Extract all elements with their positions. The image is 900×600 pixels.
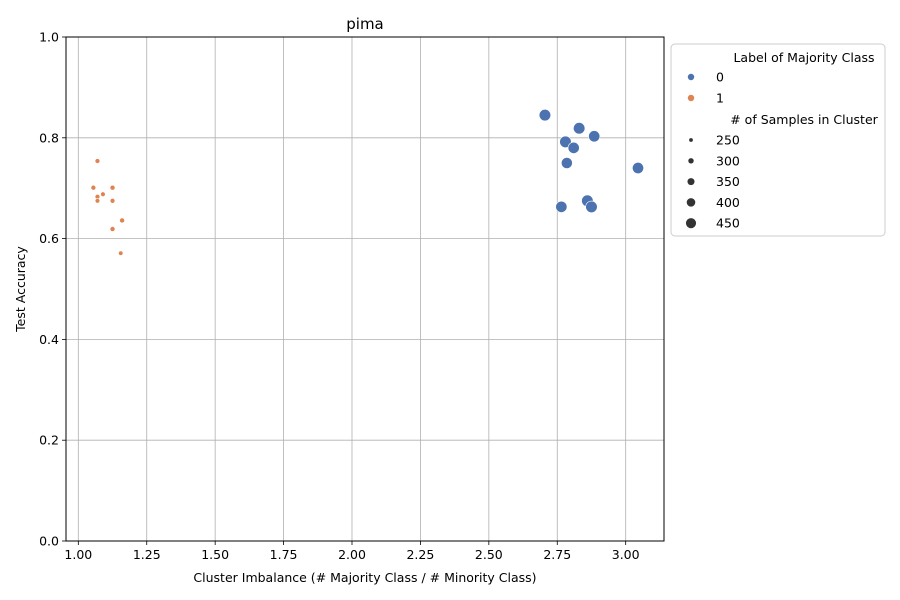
y-tick-label: 0.4 <box>39 332 59 347</box>
legend-hue-marker <box>687 73 695 81</box>
plot-area <box>66 37 664 541</box>
data-point-series-1 <box>90 184 97 191</box>
y-tick-label: 0.8 <box>39 130 59 145</box>
data-point-series-1 <box>109 226 116 232</box>
legend-hue-title: Label of Majority Class <box>733 50 874 65</box>
y-tick-label: 1.0 <box>39 30 59 45</box>
data-point-series-1 <box>119 217 125 224</box>
x-tick-label: 1.75 <box>270 547 298 562</box>
data-point-series-1 <box>109 184 116 191</box>
legend-size-label: 300 <box>716 153 740 168</box>
y-tick-label: 0.2 <box>39 433 59 448</box>
data-point-series-0 <box>560 157 573 169</box>
x-tick-label: 2.50 <box>475 547 503 562</box>
plot-frame <box>65 36 665 542</box>
legend-size-label: 250 <box>716 133 740 148</box>
data-point-series-0 <box>585 200 598 213</box>
data-point-series-1 <box>118 250 124 256</box>
x-axis-label: Cluster Imbalance (# Majority Class / # … <box>193 570 536 585</box>
legend-size-marker <box>689 138 693 142</box>
data-point-series-0 <box>555 200 568 213</box>
legend-size-marker <box>688 158 694 164</box>
legend: Label of Majority Class 0 1 # of Samples … <box>670 43 886 237</box>
data-point-series-1 <box>94 158 101 164</box>
data-point-series-0 <box>559 135 572 148</box>
legend-size-label: 450 <box>716 216 740 231</box>
x-tick-label: 2.25 <box>406 547 434 562</box>
x-tick-label: 3.00 <box>612 547 640 562</box>
x-tick-label: 2.00 <box>338 547 366 562</box>
data-points <box>90 109 644 256</box>
y-tick-label: 0.0 <box>39 534 59 549</box>
data-point-series-0 <box>588 130 601 143</box>
legend-box <box>670 43 886 237</box>
x-tick-label: 1.00 <box>64 547 92 562</box>
legend-size-marker <box>685 218 697 229</box>
legend-hue-marker <box>687 94 695 102</box>
legend-size-title: # of Samples in Cluster <box>730 112 878 127</box>
data-point-series-0 <box>567 141 580 154</box>
legend-size-label: 350 <box>716 174 740 189</box>
y-axis-label: Test Accuracy <box>13 246 28 333</box>
legend-size-label: 400 <box>716 195 740 210</box>
legend-hue-label: 1 <box>716 91 724 106</box>
x-tick-label: 1.50 <box>201 547 229 562</box>
x-tick-label: 1.25 <box>133 547 161 562</box>
data-point-series-1 <box>100 191 106 197</box>
legend-hue-label: 0 <box>716 70 724 85</box>
axis-ticks: 1.00 1.25 1.50 1.75 2.00 2.25 2.50 2.75 3.00 0.0 0… <box>39 30 640 563</box>
legend-size-marker <box>687 178 695 186</box>
y-tick-label: 0.6 <box>39 231 59 246</box>
data-point-series-0 <box>632 162 644 174</box>
data-point-series-0 <box>573 122 586 135</box>
data-point-series-0 <box>538 109 552 122</box>
chart-title: pima <box>346 15 384 33</box>
legend-size-marker <box>686 198 696 207</box>
data-point-series-1 <box>94 198 101 204</box>
x-tick-label: 2.75 <box>543 547 571 562</box>
data-point-series-1 <box>109 198 116 204</box>
